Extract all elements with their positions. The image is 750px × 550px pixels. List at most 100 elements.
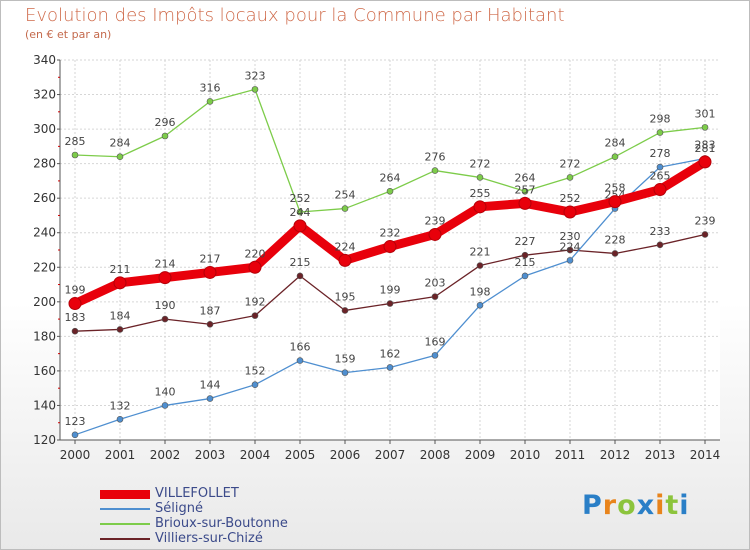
data-point: [611, 153, 619, 161]
data-point: [71, 151, 79, 159]
legend: VILLEFOLLET Séligné Brioux-sur-Boutonne …: [100, 486, 440, 546]
legend-swatch-villiers: [100, 538, 150, 540]
data-label: 220: [245, 247, 266, 260]
data-point: [476, 174, 484, 181]
data-label: 239: [695, 214, 716, 227]
x-tick-label: 2001: [105, 448, 136, 462]
data-label: 144: [200, 379, 221, 392]
legend-swatch-villefollet: [100, 490, 150, 499]
data-label: 264: [515, 171, 536, 184]
data-label: 272: [470, 157, 491, 170]
data-point: [116, 153, 124, 161]
x-tick-label: 2002: [150, 448, 181, 462]
data-label: 285: [65, 135, 86, 148]
data-point: [431, 293, 439, 300]
legend-item-villiers[interactable]: Villiers-sur-Chizé: [100, 531, 440, 546]
data-point: [68, 297, 82, 311]
data-point: [566, 174, 574, 181]
data-point: [656, 163, 664, 171]
data-point: [563, 205, 577, 219]
legend-item-seligne[interactable]: Séligné: [100, 501, 440, 516]
y-tick-label: 240: [33, 226, 56, 240]
data-label: 199: [380, 284, 401, 297]
logo-letter: o: [617, 490, 637, 521]
logo-letter: t: [665, 490, 680, 521]
data-point: [698, 155, 712, 169]
data-point: [161, 132, 169, 140]
legend-item-villefollet[interactable]: VILLEFOLLET: [100, 486, 440, 501]
series-0: 199 211 214 217 220 244 224 232 239 255 257 252 258 2…: [65, 142, 716, 311]
data-point: [428, 227, 442, 241]
data-point: [386, 364, 394, 371]
logo-letter: P: [582, 490, 603, 521]
data-point: [203, 265, 217, 279]
data-label: 258: [605, 182, 626, 195]
series-2: 285 284 296 316 323 252 254 264 276 272 264 272 284 2…: [65, 69, 716, 216]
data-label: 152: [245, 365, 266, 378]
data-label: 254: [335, 189, 356, 202]
data-point: [608, 195, 622, 209]
data-label: 228: [605, 233, 626, 246]
x-tick-label: 2013: [645, 448, 676, 462]
x-tick-label: 2010: [510, 448, 541, 462]
data-point: [161, 315, 169, 323]
legend-label-villefollet: VILLEFOLLET: [155, 486, 239, 501]
data-label: 215: [515, 256, 536, 269]
data-point: [248, 260, 262, 274]
data-point: [341, 205, 349, 212]
series-3: 183 184 190 187 192 215 195 199 203 221 227 230 228 2…: [65, 214, 716, 335]
data-point: [521, 187, 529, 195]
data-label: 169: [425, 335, 446, 348]
data-point: [386, 187, 394, 195]
data-label: 198: [470, 285, 491, 298]
y-tick-label: 320: [33, 88, 56, 102]
data-label: 264: [380, 171, 401, 184]
legend-swatch-brioux: [100, 523, 150, 525]
data-point: [386, 300, 394, 307]
data-label: 215: [290, 256, 311, 269]
legend-item-brioux[interactable]: Brioux-sur-Boutonne: [100, 516, 440, 531]
data-point: [251, 381, 259, 389]
data-label: 257: [515, 183, 536, 196]
data-label: 184: [110, 309, 131, 322]
data-point: [701, 124, 709, 131]
data-point: [296, 208, 304, 216]
data-point: [158, 271, 172, 285]
data-point: [701, 231, 709, 238]
data-point: [653, 183, 667, 197]
data-point: [521, 272, 529, 280]
logo-letter: i: [679, 490, 690, 521]
data-point: [476, 301, 484, 309]
data-label: 281: [695, 142, 716, 155]
x-tick-label: 2006: [330, 448, 361, 462]
data-label: 239: [425, 214, 446, 227]
data-label: 278: [650, 147, 671, 160]
data-label: 192: [245, 296, 266, 309]
data-label: 211: [110, 263, 131, 276]
logo-letter: x: [636, 490, 656, 521]
data-point: [341, 369, 349, 376]
data-point: [518, 196, 532, 210]
data-label: 232: [380, 227, 401, 240]
x-tick-label: 2009: [465, 448, 496, 462]
data-label: 244: [290, 206, 311, 219]
data-label: 230: [560, 230, 581, 243]
legend-label-villiers: Villiers-sur-Chizé: [155, 531, 263, 546]
data-label: 132: [110, 399, 131, 412]
data-label: 183: [65, 311, 86, 324]
data-point: [338, 253, 352, 267]
data-point: [473, 200, 487, 214]
data-label: 316: [200, 81, 221, 94]
y-tick-label: 300: [33, 122, 56, 136]
data-point: [113, 276, 127, 290]
chart-subtitle: (en € et par an): [25, 28, 112, 41]
data-point: [611, 250, 619, 257]
data-point: [116, 415, 124, 423]
data-point: [566, 257, 574, 264]
data-label: 233: [650, 225, 671, 238]
y-tick-label: 120: [33, 433, 56, 447]
x-tick-label: 2012: [600, 448, 631, 462]
y-tick-label: 160: [33, 364, 56, 378]
data-label: 214: [155, 258, 176, 271]
